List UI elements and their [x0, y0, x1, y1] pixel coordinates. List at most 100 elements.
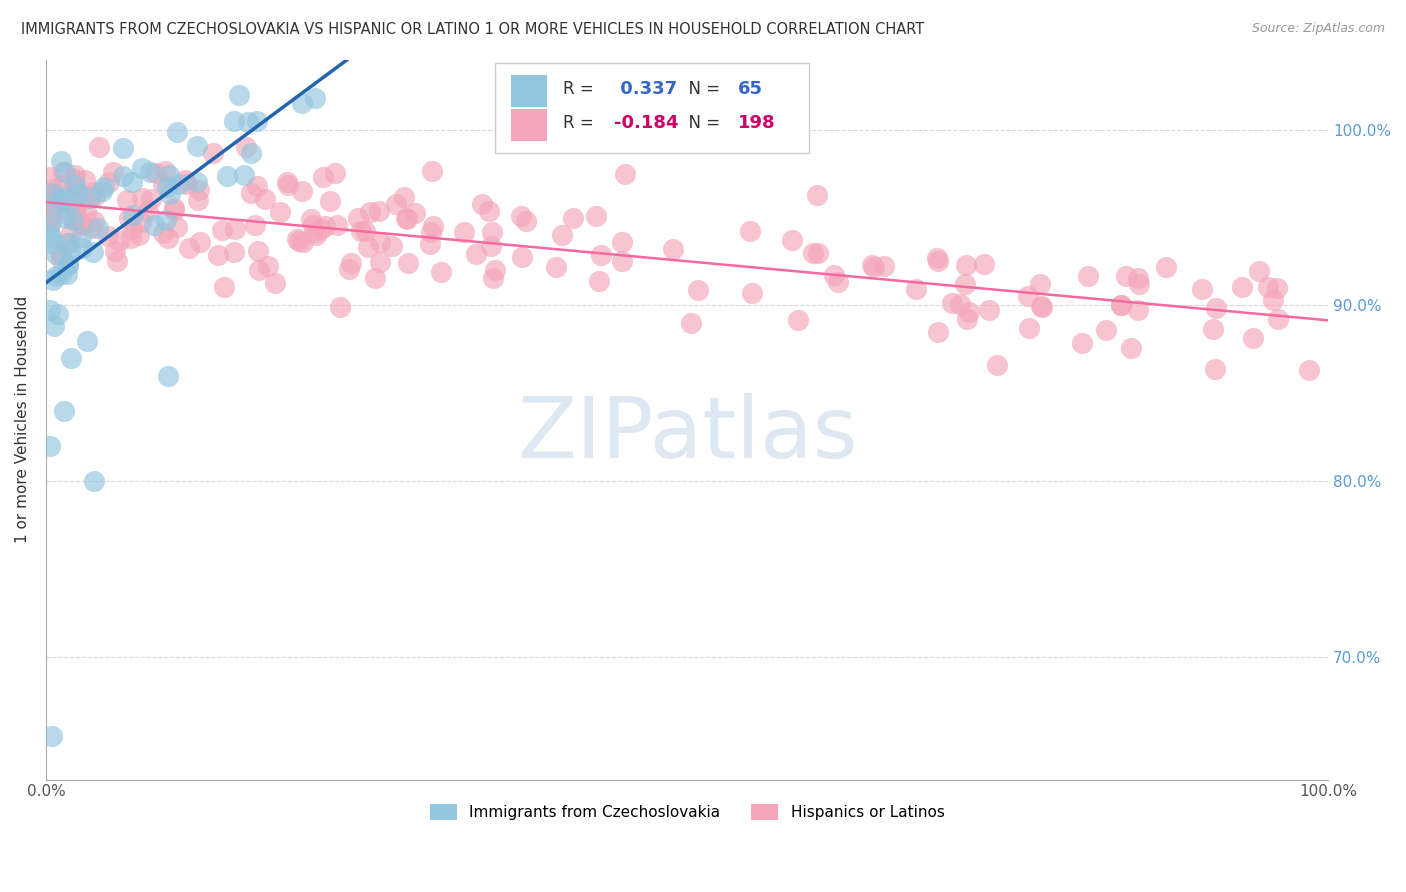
- Bar: [512, 109, 547, 141]
- Text: Source: ZipAtlas.com: Source: ZipAtlas.com: [1251, 22, 1385, 36]
- Point: [228, 88, 250, 103]
- Point: [430, 265, 453, 279]
- Point: [291, 184, 314, 198]
- Point: [318, 194, 340, 208]
- Point: [247, 262, 270, 277]
- Point: [65, 203, 87, 218]
- Point: [38, 439, 60, 453]
- Point: [38, 169, 60, 184]
- Point: [285, 232, 308, 246]
- Point: [63, 169, 86, 183]
- Point: [156, 179, 179, 194]
- Point: [1109, 298, 1132, 312]
- Point: [174, 173, 197, 187]
- Point: [72, 241, 94, 255]
- Point: [42, 193, 65, 207]
- Point: [1202, 322, 1225, 336]
- Text: 0.337: 0.337: [614, 79, 678, 98]
- Point: [368, 203, 391, 218]
- Point: [1031, 299, 1053, 313]
- Point: [136, 203, 159, 218]
- Point: [465, 246, 488, 260]
- Point: [129, 214, 152, 228]
- Point: [82, 244, 104, 259]
- Point: [145, 166, 167, 180]
- Point: [38, 209, 60, 223]
- Point: [65, 178, 87, 192]
- Point: [1257, 280, 1279, 294]
- Point: [368, 255, 391, 269]
- Point: [159, 186, 181, 201]
- Point: [111, 141, 134, 155]
- Point: [269, 205, 291, 219]
- Point: [1249, 264, 1271, 278]
- Point: [956, 311, 979, 326]
- Text: R =: R =: [562, 79, 599, 98]
- Point: [104, 244, 127, 259]
- Point: [986, 358, 1008, 372]
- Point: [562, 211, 585, 225]
- Point: [738, 224, 761, 238]
- Point: [188, 235, 211, 249]
- Point: [1095, 323, 1118, 337]
- Point: [941, 296, 963, 310]
- Point: [1119, 341, 1142, 355]
- Point: [953, 277, 976, 292]
- Point: [46, 306, 69, 320]
- Point: [207, 248, 229, 262]
- Point: [312, 170, 335, 185]
- Point: [138, 165, 160, 179]
- Point: [157, 368, 180, 383]
- Point: [82, 185, 104, 199]
- Point: [55, 267, 77, 281]
- Point: [188, 183, 211, 197]
- Point: [337, 261, 360, 276]
- Point: [482, 270, 505, 285]
- Point: [955, 258, 977, 272]
- Point: [349, 224, 371, 238]
- Point: [235, 140, 257, 154]
- Point: [246, 178, 269, 193]
- Point: [121, 175, 143, 189]
- Point: [264, 276, 287, 290]
- Point: [167, 177, 190, 191]
- Point: [471, 196, 494, 211]
- Point: [610, 235, 633, 250]
- Point: [179, 241, 201, 255]
- Point: [58, 257, 80, 271]
- Point: [118, 211, 141, 225]
- Point: [860, 259, 883, 273]
- Text: 198: 198: [738, 113, 776, 132]
- Point: [51, 178, 73, 192]
- Point: [1204, 362, 1226, 376]
- Point: [122, 208, 145, 222]
- Point: [222, 244, 245, 259]
- Point: [515, 214, 537, 228]
- Point: [72, 218, 94, 232]
- Point: [807, 246, 830, 260]
- Point: [38, 302, 60, 317]
- Point: [927, 254, 949, 268]
- Point: [51, 247, 73, 261]
- Point: [75, 204, 97, 219]
- Point: [323, 166, 346, 180]
- Point: [277, 178, 299, 192]
- Point: [1263, 293, 1285, 307]
- Point: [87, 221, 110, 235]
- Point: [544, 260, 567, 274]
- Point: [60, 194, 83, 208]
- Point: [42, 273, 65, 287]
- Point: [364, 270, 387, 285]
- Point: [422, 219, 444, 234]
- Point: [201, 146, 224, 161]
- Point: [291, 95, 314, 110]
- Point: [62, 213, 84, 227]
- Point: [827, 275, 849, 289]
- Bar: [512, 75, 547, 107]
- Point: [56, 235, 79, 250]
- Point: [38, 218, 60, 232]
- Point: [1109, 298, 1132, 312]
- Point: [42, 196, 65, 211]
- Point: [224, 222, 246, 236]
- Point: [803, 245, 825, 260]
